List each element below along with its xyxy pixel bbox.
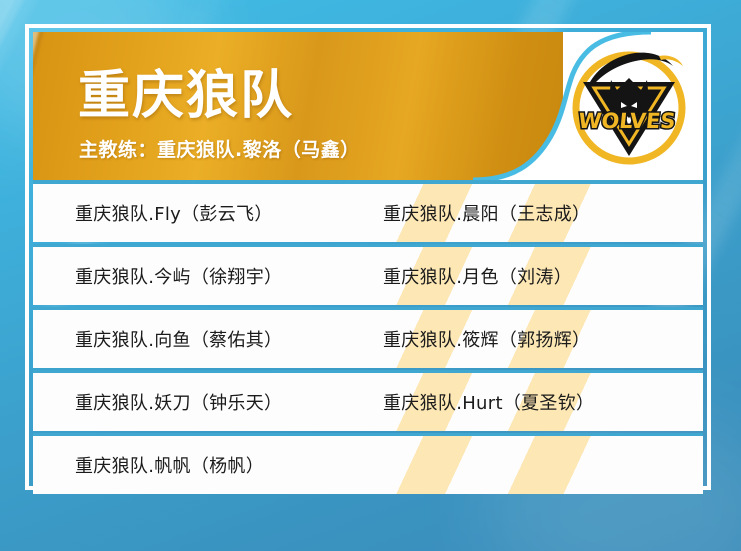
player-name-left: 重庆狼队.向鱼（蔡佑其） — [75, 330, 283, 351]
table-row[interactable]: 重庆狼队.Fly（彭云飞） 重庆狼队.晨阳（王志成） — [33, 180, 703, 242]
player-name-right: 重庆狼队.晨阳（王志成） — [383, 204, 591, 225]
player-name-left: 重庆狼队.Fly（彭云飞） — [75, 204, 273, 225]
wolves-logo-icon: WOLVES — [567, 44, 691, 168]
table-row[interactable]: 重庆狼队.帆帆（杨帆） — [33, 433, 703, 494]
coach-label: 主教练：重庆狼队.黎洛（马鑫） — [79, 139, 360, 161]
card-header: 重庆狼队 主教练：重庆狼队.黎洛（马鑫） — [33, 32, 703, 180]
row-stripe-decoration — [33, 310, 703, 368]
logo-wordmark: WOLVES — [577, 108, 677, 133]
player-name-left: 重庆狼队.帆帆（杨帆） — [75, 456, 265, 477]
header-curve-divider — [473, 32, 703, 180]
roster-list: 重庆狼队.Fly（彭云飞） 重庆狼队.晨阳（王志成） 重庆狼队.今屿（徐翔宇） … — [33, 180, 703, 494]
row-stripe-decoration — [33, 373, 703, 431]
player-name-left: 重庆狼队.妖刀（钟乐天） — [75, 393, 283, 414]
header-gold-backdrop — [33, 32, 563, 180]
row-stripe-decoration — [33, 184, 703, 242]
player-name-right: 重庆狼队.Hurt（夏圣钦） — [383, 393, 595, 414]
table-row[interactable]: 重庆狼队.今屿（徐翔宇） 重庆狼队.月色（刘涛） — [33, 244, 703, 305]
player-name-right: 重庆狼队.筱辉（郭扬辉） — [383, 330, 591, 351]
player-name-right: 重庆狼队.月色（刘涛） — [383, 267, 573, 288]
table-row[interactable]: 重庆狼队.向鱼（蔡佑其） 重庆狼队.筱辉（郭扬辉） — [33, 307, 703, 368]
table-row[interactable]: 重庆狼队.妖刀（钟乐天） 重庆狼队.Hurt（夏圣钦） — [33, 370, 703, 431]
player-name-left: 重庆狼队.今屿（徐翔宇） — [75, 267, 283, 288]
row-stripe-decoration — [33, 247, 703, 305]
row-stripe-decoration — [33, 436, 703, 494]
page-title: 重庆狼队 — [78, 66, 295, 126]
card-panel: 重庆狼队 主教练：重庆狼队.黎洛（马鑫） — [33, 32, 703, 494]
